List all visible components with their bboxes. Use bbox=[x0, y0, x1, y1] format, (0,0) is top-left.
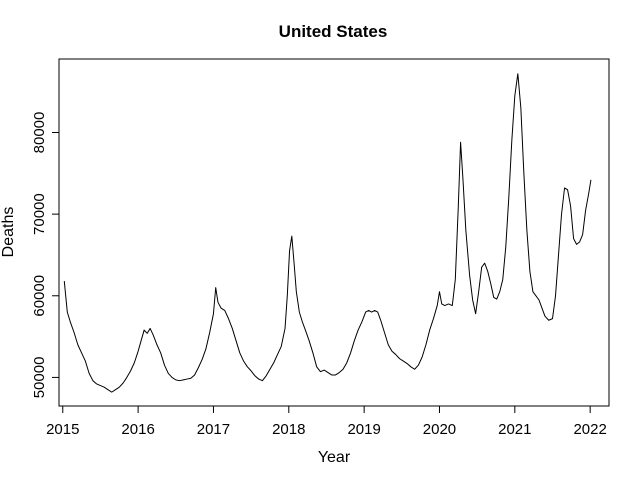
x-tick-label: 2016 bbox=[121, 421, 154, 438]
plot-frame bbox=[58, 58, 610, 407]
series-line-0 bbox=[63, 73, 592, 393]
x-tick-label: 2015 bbox=[46, 421, 79, 438]
x-axis: 2015 2016 2017 2018 2019 2020 2021 2022 bbox=[46, 406, 607, 438]
y-tick-label: 50000 bbox=[31, 357, 48, 399]
x-tick-label: 2020 bbox=[423, 421, 456, 438]
x-tick-label: 2021 bbox=[498, 421, 531, 438]
x-tick-label: 2018 bbox=[272, 421, 305, 438]
y-tick-label: 60000 bbox=[31, 275, 48, 317]
y-tick-label: 80000 bbox=[31, 112, 48, 154]
y-axis-label: Deaths bbox=[0, 207, 17, 258]
x-tick-label: 2017 bbox=[197, 421, 230, 438]
y-axis: 50000 60000 70000 80000 bbox=[31, 112, 59, 399]
y-tick-label: 70000 bbox=[31, 193, 48, 235]
x-axis-label: Year bbox=[318, 449, 351, 466]
x-tick-label: 2022 bbox=[573, 421, 606, 438]
series-group bbox=[63, 73, 592, 393]
x-tick-label: 2019 bbox=[347, 421, 380, 438]
chart-title: United States bbox=[279, 22, 388, 41]
